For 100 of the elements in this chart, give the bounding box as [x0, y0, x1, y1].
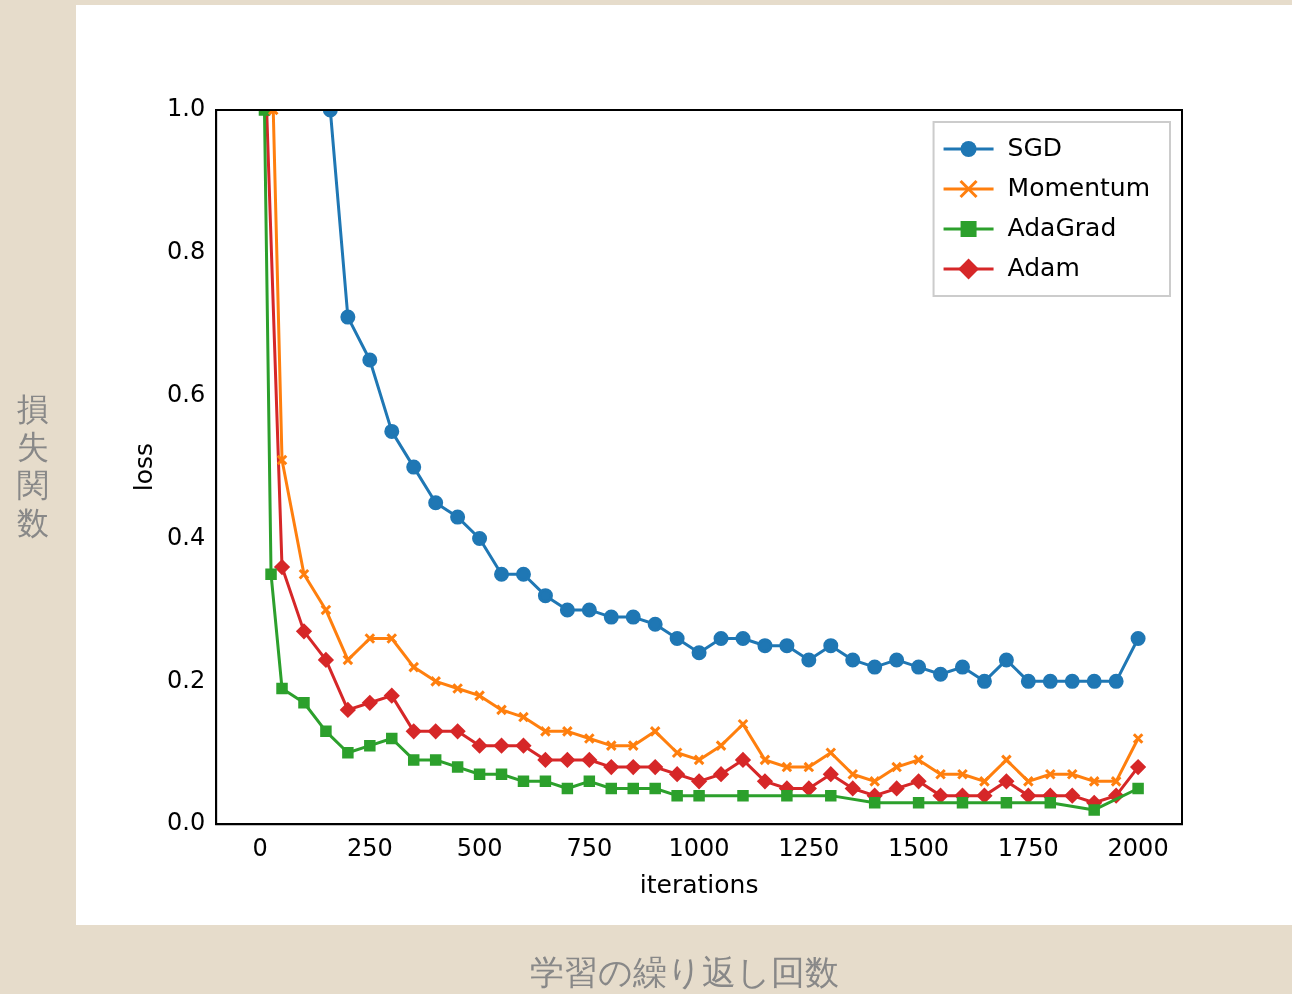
point: [537, 752, 553, 768]
point: [933, 788, 949, 804]
point: [671, 789, 683, 802]
point: [583, 732, 596, 745]
point: [647, 759, 663, 775]
point: [276, 454, 288, 466]
point: [781, 761, 793, 773]
point: [1020, 788, 1036, 804]
point: [364, 632, 376, 645]
point: [737, 789, 749, 802]
point: [1088, 804, 1100, 816]
x-tick-label: 1750: [997, 833, 1059, 862]
y-axis-title: loss: [128, 442, 158, 492]
point: [473, 689, 486, 702]
point: [517, 775, 530, 788]
point: [735, 631, 751, 647]
point: [1130, 631, 1146, 647]
point: [494, 566, 510, 582]
point: [406, 459, 422, 475]
point: [561, 725, 574, 738]
point: [956, 768, 969, 780]
point: [715, 739, 727, 752]
point: [276, 682, 288, 695]
y-tick-label: 0.2: [167, 665, 206, 694]
legend-label: Momentum: [1007, 172, 1151, 202]
point: [605, 782, 618, 795]
point: [868, 775, 881, 788]
point: [911, 659, 927, 675]
point: [1044, 797, 1057, 809]
point: [735, 752, 751, 768]
point: [1000, 797, 1013, 809]
point: [539, 725, 552, 738]
legend-label: AdaGrad: [1007, 212, 1117, 242]
point: [561, 782, 574, 795]
point: [495, 768, 508, 780]
point: [890, 761, 903, 773]
point: [1132, 782, 1144, 795]
point: [603, 759, 619, 775]
point: [757, 773, 773, 789]
point: [847, 768, 859, 780]
point: [825, 789, 837, 802]
point: [472, 738, 488, 754]
point: [342, 747, 354, 759]
point: [889, 780, 905, 796]
point: [581, 602, 597, 618]
x-tick-label: 0: [252, 833, 268, 862]
point: [384, 688, 400, 704]
point: [384, 423, 400, 439]
point: [649, 782, 661, 795]
point: [737, 718, 749, 730]
point: [649, 725, 661, 738]
point: [320, 604, 332, 616]
point: [803, 761, 815, 773]
point: [693, 754, 705, 766]
point: [868, 797, 881, 809]
point: [669, 766, 685, 782]
x-tick-label: 500: [456, 833, 503, 862]
x-tick-label: 1250: [778, 833, 840, 862]
point: [801, 780, 817, 796]
point: [801, 652, 817, 668]
point: [691, 773, 707, 789]
point: [823, 638, 839, 654]
point: [559, 602, 575, 618]
point: [911, 773, 927, 789]
point: [956, 797, 969, 809]
point: [450, 509, 466, 525]
point: [671, 747, 683, 759]
point: [978, 775, 991, 788]
x-tick-label: 2000: [1107, 833, 1169, 862]
point: [825, 747, 837, 759]
x-tick-label: 250: [346, 833, 393, 862]
point: [364, 739, 376, 752]
point: [627, 782, 639, 795]
point: [867, 659, 883, 675]
point: [1000, 754, 1013, 766]
point: [473, 768, 486, 780]
point: [1132, 732, 1144, 745]
point: [1020, 673, 1036, 689]
point: [1064, 673, 1080, 689]
point: [1042, 673, 1058, 689]
y-tick-label: 1.0: [167, 94, 206, 123]
legend-label: Adam: [1007, 252, 1080, 282]
point: [1086, 673, 1102, 689]
point: [362, 695, 378, 711]
point: [1064, 788, 1080, 804]
legend-label: SGD: [1007, 132, 1063, 162]
point: [998, 652, 1014, 668]
point: [428, 723, 444, 739]
point: [934, 768, 947, 780]
y-tick-label: 0.8: [167, 237, 206, 266]
point: [845, 780, 861, 796]
point: [342, 654, 354, 666]
point: [451, 761, 464, 773]
point: [515, 566, 531, 582]
point: [1066, 768, 1078, 780]
point: [779, 638, 795, 654]
point: [429, 675, 442, 688]
point: [757, 638, 773, 654]
point: [320, 725, 332, 738]
point: [407, 754, 420, 766]
